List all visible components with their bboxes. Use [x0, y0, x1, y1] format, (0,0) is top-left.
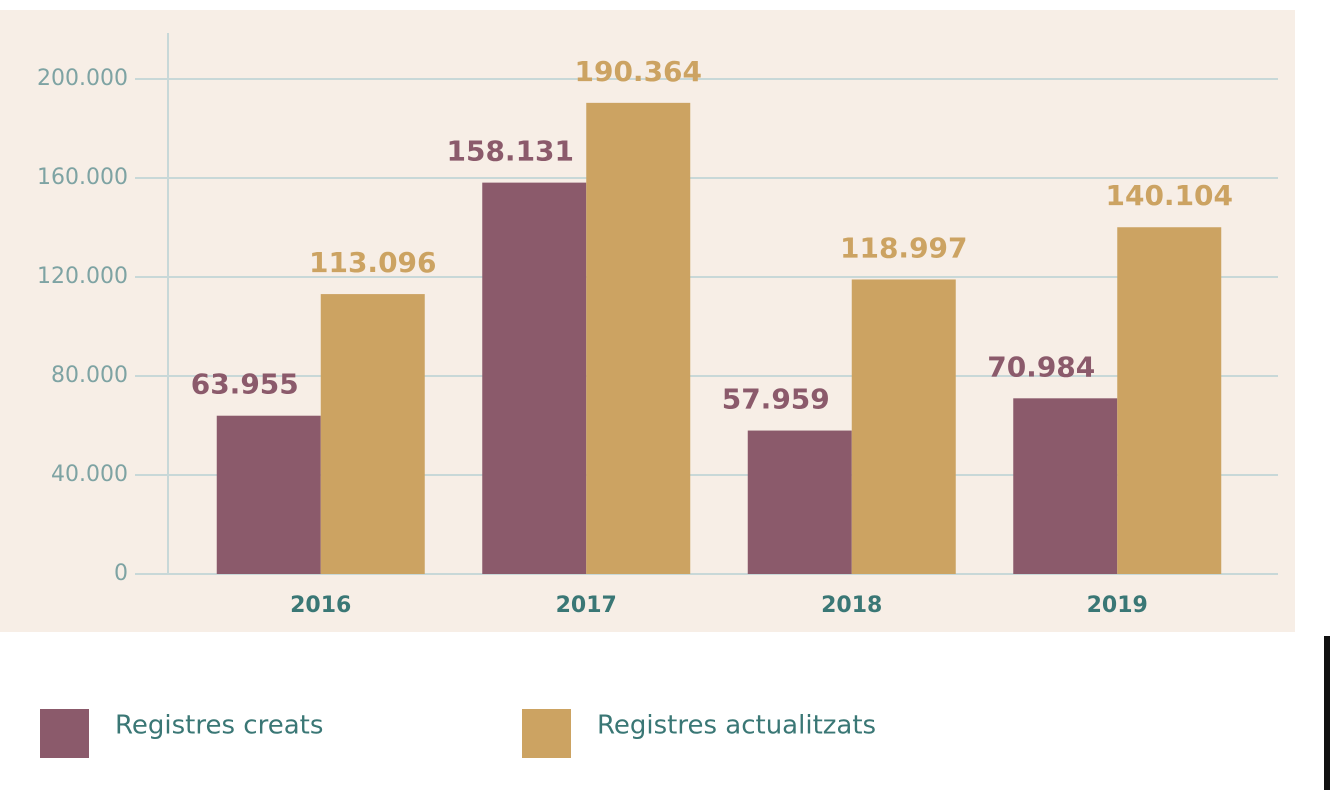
bar	[747, 430, 852, 574]
legend-label: Registres actualitzats	[597, 711, 876, 741]
data-label: 190.364	[574, 55, 702, 88]
data-label: 113.096	[309, 246, 437, 279]
x-tick-label: 2017	[556, 593, 617, 618]
edge	[1324, 636, 1330, 790]
legend-label: Registres creats	[115, 711, 323, 741]
bar	[586, 102, 691, 575]
legend-swatch	[522, 709, 571, 758]
y-tick-label: 160.000	[37, 165, 128, 190]
bar	[320, 294, 425, 574]
data-label: 63.955	[191, 368, 299, 401]
legend-swatch	[40, 709, 89, 758]
y-tick-label: 40.000	[51, 462, 128, 487]
x-tick-label: 2019	[1087, 593, 1148, 618]
bar	[1013, 398, 1118, 574]
data-label: 158.131	[446, 135, 574, 168]
bar	[482, 182, 587, 574]
y-tick-label: 120.000	[37, 264, 128, 289]
y-tick-label: 80.000	[51, 363, 128, 388]
bar	[216, 415, 321, 574]
x-tick-label: 2018	[821, 593, 882, 618]
bar	[1117, 227, 1222, 574]
y-tick-label: 200.000	[37, 66, 128, 91]
bar	[851, 279, 956, 574]
data-label: 70.984	[987, 350, 1095, 383]
y-tick-label: 0	[114, 561, 128, 586]
data-label: 140.104	[1105, 179, 1233, 212]
x-tick-label: 2016	[290, 593, 351, 618]
data-label: 118.997	[840, 231, 968, 264]
data-label: 57.959	[722, 383, 830, 416]
